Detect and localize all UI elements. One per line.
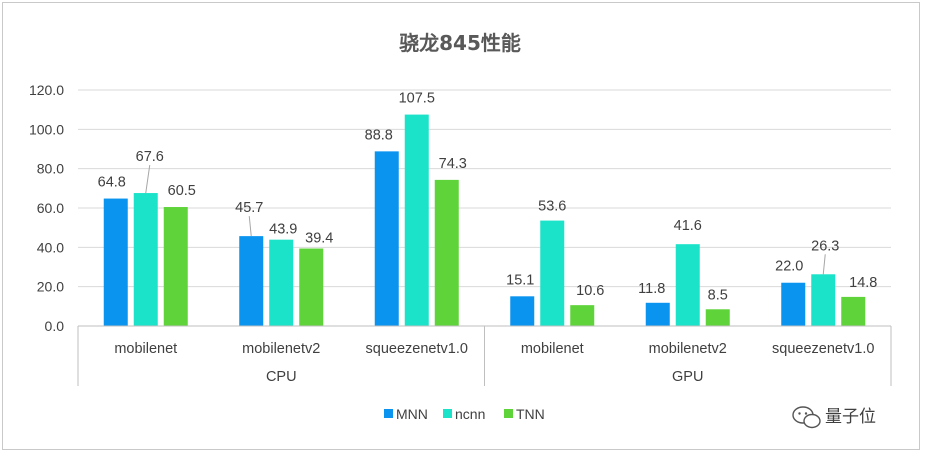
chart-title: 骁龙845性能 — [399, 31, 521, 55]
leader-line — [822, 254, 826, 275]
bar-tnn — [570, 305, 595, 326]
x-category-label: squeezenetv1.0 — [366, 341, 468, 357]
data-label: 26.3 — [811, 238, 839, 254]
y-tick-label: 120.0 — [29, 82, 64, 98]
watermark-text: 量子位 — [825, 407, 876, 427]
bar-tnn — [299, 248, 324, 326]
wechat-icon — [792, 406, 821, 429]
bar-ncnn — [540, 220, 565, 326]
bar-tnn — [163, 207, 188, 326]
bar-ncnn — [269, 239, 294, 326]
bar-ncnn — [811, 274, 836, 326]
data-label: 88.8 — [365, 127, 393, 143]
y-tick-label: 100.0 — [29, 121, 64, 137]
x-category-label: squeezenetv1.0 — [772, 341, 874, 357]
data-label: 64.8 — [98, 175, 126, 191]
data-label: 107.5 — [399, 91, 435, 107]
x-group-label: GPU — [672, 369, 703, 385]
y-tick-label: 80.0 — [37, 161, 64, 177]
x-category-label: mobilenetv2 — [649, 341, 727, 357]
data-label: 39.4 — [305, 231, 333, 247]
bar-mnn — [103, 198, 128, 326]
legend-label: ncnn — [455, 406, 485, 422]
legend-swatch — [504, 409, 513, 418]
bar-mnn — [781, 282, 806, 326]
data-label: 11.8 — [638, 281, 665, 297]
bar-ncnn — [675, 244, 700, 326]
y-tick-label: 40.0 — [37, 239, 64, 255]
bar-mnn — [645, 302, 670, 326]
chart-svg: 骁龙845性能 0.0 20.0 40.0 60.0 80.0 100.0 120.0 64… — [29, 31, 892, 429]
data-label: 15.1 — [506, 272, 534, 288]
gridlines — [78, 89, 891, 288]
data-labels: 64.8 45.7 88.8 15.1 11.8 22.0 67.6 43.9 107.5 53.… — [98, 91, 878, 304]
y-tick-label: 0.0 — [45, 318, 65, 334]
x-category-label: mobilenetv2 — [242, 341, 320, 357]
bar-tnn — [434, 179, 459, 326]
leader-line — [248, 216, 252, 237]
data-label: 53.6 — [538, 199, 566, 215]
bar-tnn — [705, 309, 730, 326]
bar-ncnn — [404, 114, 429, 326]
bar-ncnn — [133, 193, 158, 326]
x-category-label: mobilenet — [114, 341, 177, 357]
data-label: 8.5 — [708, 287, 728, 303]
bar-mnn — [374, 151, 399, 326]
bar-mnn — [510, 296, 535, 326]
data-label: 45.7 — [235, 200, 263, 216]
data-label: 60.5 — [168, 183, 196, 199]
data-label: 67.6 — [136, 149, 164, 165]
x-axis: mobilenet mobilenetv2 squeezenetv1.0 mobile… — [77, 325, 892, 386]
watermark: 量子位 — [792, 406, 876, 429]
bars — [103, 114, 866, 326]
y-axis-ticks: 0.0 20.0 40.0 60.0 80.0 100.0 120.0 — [29, 82, 64, 334]
bar-mnn — [239, 236, 264, 326]
legend-label: MNN — [396, 406, 428, 422]
legend: MNN ncnn TNN — [384, 406, 545, 422]
data-label: 43.9 — [269, 222, 297, 238]
y-tick-label: 20.0 — [37, 279, 64, 295]
legend-swatch — [443, 409, 452, 418]
data-label: 41.6 — [674, 218, 702, 234]
x-category-label: mobilenet — [521, 341, 584, 357]
data-label: 74.3 — [439, 156, 467, 172]
leader-line — [145, 164, 151, 194]
data-label: 14.8 — [849, 275, 877, 291]
bar-tnn — [841, 296, 866, 326]
data-label: 10.6 — [576, 283, 604, 299]
legend-swatch — [384, 409, 393, 418]
legend-label: TNN — [516, 406, 545, 422]
data-label: 22.0 — [775, 259, 803, 275]
chart-frame: 骁龙845性能 0.0 20.0 40.0 60.0 80.0 100.0 120.0 64… — [2, 2, 920, 450]
x-group-label: CPU — [266, 369, 297, 385]
y-tick-label: 60.0 — [37, 200, 64, 216]
